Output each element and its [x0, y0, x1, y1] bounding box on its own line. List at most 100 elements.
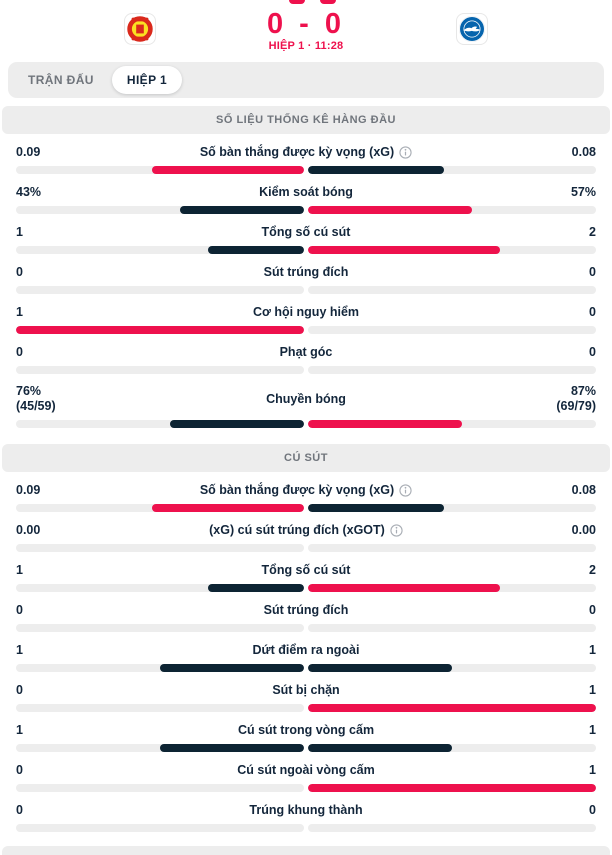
stat-row: 1 Cú sút trong vòng cấm 1: [0, 718, 612, 758]
away-bar-track: [308, 326, 596, 334]
stat-label: Sút bị chặn: [272, 683, 340, 697]
score-block: 0 - 0 HIỆP 1 · 11:28: [0, 9, 612, 52]
away-bar-track: [308, 664, 596, 672]
away-bar-track: [308, 246, 596, 254]
stat-row: 0 Phạt góc 0: [0, 340, 612, 380]
stat-row: 0.00 (xG) cú sút trúng đích (xGOT) 0.00: [0, 518, 612, 558]
away-bar-track: [308, 784, 596, 792]
stat-row: 0.09 Số bàn thắng được kỳ vọng (xG) 0.08: [0, 478, 612, 518]
home-bar-track: [16, 544, 304, 552]
home-bar: [180, 206, 304, 214]
away-bar: [308, 206, 473, 214]
away-value: 1: [589, 642, 596, 657]
stat-row: 0 Cú sút ngoài vòng cấm 1: [0, 758, 612, 798]
home-bar: [16, 326, 304, 334]
stat-label: Số bàn thắng được kỳ vọng (xG): [199, 483, 395, 497]
home-value: 0: [16, 762, 23, 777]
stat-row: 0.09 Số bàn thắng được kỳ vọng (xG) 0.08: [0, 140, 612, 180]
home-bar-track: [16, 624, 304, 632]
home-value: 1: [16, 562, 23, 577]
section-title: SỐ LIỆU THỐNG KÊ HÀNG ĐẦU: [216, 114, 396, 126]
away-bar-track: [308, 584, 596, 592]
stat-row: 76% (45/59) Chuyền bóng 87% (69/79): [0, 380, 612, 436]
home-bar-track: [16, 246, 304, 254]
tab-hiep-1[interactable]: HIỆP 1: [111, 66, 183, 94]
home-value: 0: [16, 802, 23, 817]
home-bar: [160, 744, 304, 752]
home-bar: [160, 664, 304, 672]
home-bar-track: [16, 504, 304, 512]
home-value: 0.00: [16, 522, 41, 537]
home-bar-track: [16, 704, 304, 712]
home-value: 0: [16, 682, 23, 697]
away-value: 1: [589, 682, 596, 697]
away-bar-track: [308, 206, 596, 214]
away-value: 87% (69/79): [556, 384, 596, 413]
home-bar-track: [16, 784, 304, 792]
stat-label: Sút trúng đích: [263, 603, 349, 617]
away-team-logo[interactable]: [456, 13, 488, 45]
home-bar-track: [16, 286, 304, 294]
stat-label: Kiểm soát bóng: [259, 185, 353, 199]
away-value: 0.08: [571, 482, 596, 497]
home-value: 1: [16, 224, 23, 239]
home-value: 1: [16, 642, 23, 657]
away-bar-track: [308, 420, 596, 428]
home-value: 0: [16, 344, 23, 359]
tab-tran-dau[interactable]: TRẬN ĐẤU: [28, 73, 94, 87]
stat-label: Phạt góc: [279, 345, 333, 359]
match-status: HIỆP 1 · 11:28: [268, 40, 344, 52]
stat-row: 0 Trúng khung thành 0: [0, 798, 612, 838]
away-bar: [308, 744, 452, 752]
away-value: 0: [589, 802, 596, 817]
away-bar: [308, 664, 452, 672]
home-value: 1: [16, 304, 23, 319]
away-value: 0.08: [571, 144, 596, 159]
stat-label: (xG) cú sút trúng đích (xGOT): [209, 523, 385, 537]
home-bar-track: [16, 166, 304, 174]
next-section-header-cutoff: [2, 846, 610, 855]
stats-sections: SỐ LIỆU THỐNG KÊ HÀNG ĐẦU 0.09 Số bàn th…: [0, 106, 612, 838]
stat-label: Trúng khung thành: [249, 803, 363, 817]
stat-label: Sút trúng đích: [263, 265, 349, 279]
stat-label: Tổng số cú sút: [261, 225, 351, 239]
away-value: 2: [589, 562, 596, 577]
info-icon[interactable]: [390, 523, 403, 537]
match-header: 0 - 0 HIỆP 1 · 11:28: [0, 0, 612, 60]
home-team-logo[interactable]: [124, 13, 156, 45]
info-icon[interactable]: [399, 483, 412, 497]
away-value: 2: [589, 224, 596, 239]
stat-row: 0 Sút trúng đích 0: [0, 260, 612, 300]
home-value: 43%: [16, 184, 42, 199]
away-bar-track: [308, 744, 596, 752]
home-bar: [151, 166, 304, 174]
home-bar-track: [16, 206, 304, 214]
away-value: 0: [589, 602, 596, 617]
away-value: 1: [589, 762, 596, 777]
away-value: 0: [589, 344, 596, 359]
away-bar-track: [308, 824, 596, 832]
away-bar-track: [308, 366, 596, 374]
away-value: 1: [589, 722, 596, 737]
home-value: 0.09: [16, 144, 41, 159]
away-value: 0: [589, 304, 596, 319]
away-bar: [308, 420, 462, 428]
cutoff-score-digit: [320, 0, 336, 4]
home-bar: [169, 420, 304, 428]
stat-row: 1 Tổng số cú sút 2: [0, 220, 612, 260]
stat-row: 1 Tổng số cú sút 2: [0, 558, 612, 598]
cutoff-score-digit: [289, 0, 305, 4]
home-bar-track: [16, 824, 304, 832]
stat-label: Cơ hội nguy hiểm: [252, 305, 360, 319]
away-bar-track: [308, 704, 596, 712]
away-bar-track: [308, 286, 596, 294]
stat-label: Dứt điểm ra ngoài: [252, 643, 360, 657]
away-bar: [308, 584, 501, 592]
home-value: 76% (45/59): [16, 384, 56, 413]
info-icon[interactable]: [399, 145, 412, 159]
home-value: 0.09: [16, 482, 41, 497]
away-value: 57%: [570, 184, 596, 199]
score: 0 - 0: [266, 8, 346, 40]
brighton-crest-icon: [458, 15, 486, 43]
